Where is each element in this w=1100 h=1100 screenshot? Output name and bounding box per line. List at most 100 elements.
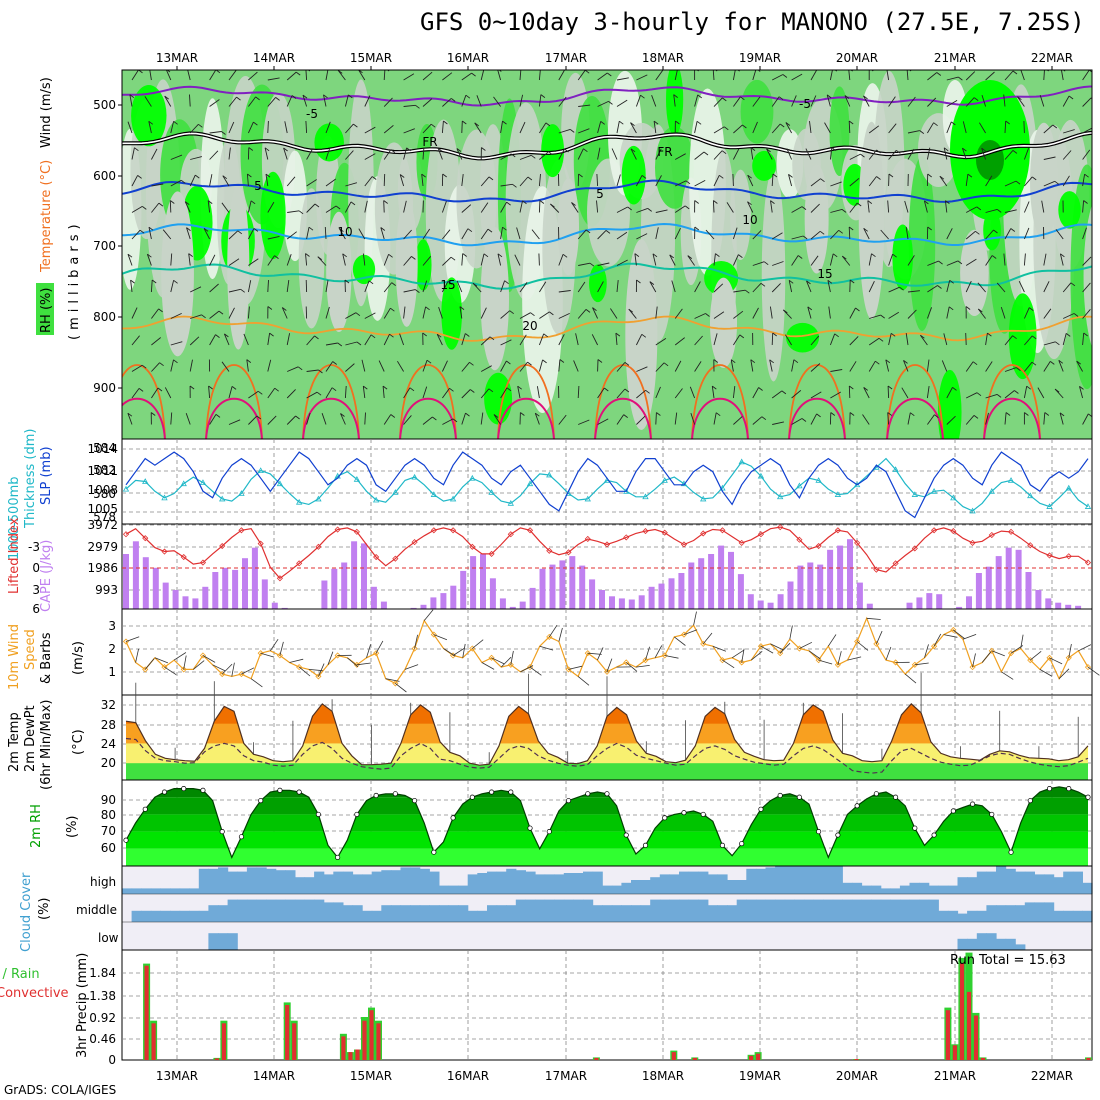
wind-barb (441, 201, 447, 213)
wind-barb (939, 175, 948, 187)
wind-barb-flag (592, 307, 597, 311)
cape-bar (995, 556, 1002, 609)
cape-bar (936, 594, 943, 609)
cape-bar (361, 543, 367, 609)
wind-barb (286, 389, 296, 399)
wind-barb (771, 332, 774, 346)
wind-barb (306, 369, 319, 372)
cloud-high-bar (890, 888, 901, 894)
wind-barb-flag (275, 97, 280, 101)
date-bottom-label: 19MAR (739, 1069, 781, 1083)
precip-convective-bar (692, 1057, 697, 1060)
wind-barb (383, 282, 393, 293)
wind-barb (480, 365, 492, 372)
wind-barb (476, 95, 482, 107)
wind-barb (422, 416, 433, 425)
wind-barb (131, 70, 139, 81)
wind-barb (516, 227, 521, 240)
cloud-high-bar (189, 888, 200, 894)
wind-barb-flag (807, 306, 813, 311)
cloud-high-bar (275, 870, 286, 894)
cloud-middle-bar (938, 910, 949, 922)
wind-barb-flag (522, 200, 527, 205)
wind-barb (1043, 361, 1051, 372)
wind-barb (863, 228, 870, 240)
lifted-index-point (122, 531, 130, 538)
wind-barb-flag (571, 202, 576, 206)
wind-barb-flag (849, 412, 855, 416)
wind-barb (616, 414, 625, 425)
wind-barb (616, 77, 629, 81)
wind-barb (248, 415, 258, 425)
wind-barb (1017, 96, 1025, 107)
wind-barb-flag (1010, 228, 1016, 232)
wind-barb (339, 228, 346, 240)
cape-bar (380, 601, 387, 609)
lifted-index-point (353, 528, 360, 535)
wind-barb-flag (164, 95, 169, 100)
wind-barb-flag (819, 230, 825, 235)
thickness-point (834, 491, 842, 497)
wind-barb (635, 95, 641, 107)
cloud-middle-bar (707, 905, 718, 922)
wind-barb (221, 202, 230, 213)
wind10-barb (770, 643, 784, 651)
cape-bar (906, 602, 913, 609)
cape-bar (1075, 605, 1082, 609)
precip-convective-bar (959, 963, 965, 1060)
wind-barb (630, 122, 637, 134)
wind-barb-flag (1054, 388, 1060, 393)
wind-barb-flag (779, 123, 785, 128)
wind-barb-flag (186, 227, 191, 231)
cloud-high-bar (871, 885, 882, 894)
wind-barb (791, 359, 795, 372)
rh-moist-core (1058, 191, 1081, 229)
wind-barb (286, 254, 292, 266)
wind-barb (1024, 361, 1033, 372)
cloud-middle-bar (794, 899, 805, 922)
wind10-barb (924, 644, 929, 658)
wind-barb-flag (337, 342, 343, 347)
wind10-barb (481, 662, 495, 670)
wind-barb (127, 121, 133, 134)
wind-barb (228, 258, 240, 266)
wind-barb (829, 147, 833, 160)
wind-barb-flag (173, 359, 178, 364)
wind-barb-flag (578, 173, 583, 178)
wind-barb-flag (173, 279, 178, 284)
thickness-point (757, 472, 765, 479)
wind-barb (926, 359, 930, 372)
wind-barb (558, 334, 565, 346)
wind-barb-flag (148, 120, 154, 125)
wind-barb-flag (527, 176, 533, 181)
wind10-barb (1058, 668, 1070, 679)
wind-barb (752, 387, 759, 399)
wind-barb (651, 95, 657, 107)
wind-barb (539, 151, 549, 160)
wind-barb (887, 385, 890, 399)
wind-barb (1004, 412, 1007, 425)
cloud-middle-bar (746, 899, 757, 922)
wind-barb (383, 254, 390, 266)
cloud-high-bar (861, 885, 872, 894)
wind-barb (131, 175, 138, 187)
wind-barb (190, 286, 202, 293)
wind-barb-flag (158, 308, 163, 313)
wind-barb (1043, 70, 1045, 81)
wind-barb (383, 334, 390, 346)
wind-barb (267, 255, 275, 266)
thickness-point (276, 480, 284, 487)
cloud-middle-bar (285, 899, 296, 922)
wind-barb (500, 183, 513, 187)
wind-barb-flag (742, 124, 747, 129)
wind-barb (830, 208, 843, 213)
wind-barb-flag (880, 314, 885, 319)
rh2m-point (950, 808, 956, 814)
cloud-high-bar (823, 866, 834, 894)
wind-barb (636, 233, 648, 240)
cloud-high-bar (323, 874, 334, 894)
wind-barb (228, 121, 235, 134)
precip-tick: 1.84 (89, 966, 116, 980)
wind-barb (885, 359, 890, 372)
wind-barb (1018, 281, 1025, 293)
